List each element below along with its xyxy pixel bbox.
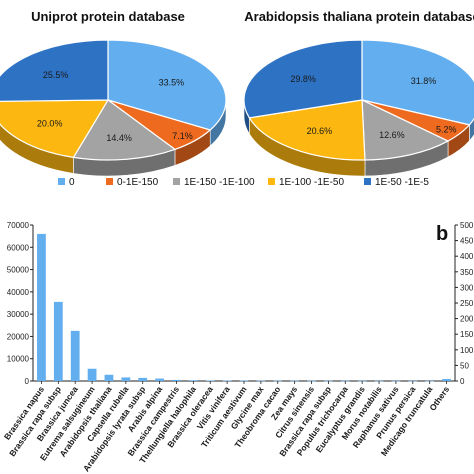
pie-label-3: 12.6%	[379, 130, 405, 140]
legend-label-2: 0-1E-150	[117, 177, 159, 188]
legend: 0 0-1E-150 1E-150 -1E-100 1E-100 -1E-50 1E-5…	[58, 177, 429, 188]
pie-chart-1: 33.5% 7.1% 14.4% 20.0% 25.5% Uniprot protein …	[0, 9, 227, 177]
pie-slice-5	[0, 39, 109, 102]
bar	[53, 301, 63, 381]
bar	[188, 380, 198, 381]
pie-label-4: 20.6%	[307, 126, 333, 136]
legend-swatch-1	[58, 178, 65, 185]
pie-label-1: 31.8%	[411, 76, 437, 86]
y-tick-label: 20000	[7, 332, 30, 341]
pie-label-1: 33.5%	[159, 77, 185, 87]
legend-label-1: 0	[69, 177, 75, 188]
bar-chart: 0 10000 20000 30000 40000 50000 60000 70000 0 50 1…	[2, 221, 474, 473]
y-tick-label: 40000	[7, 288, 30, 297]
pie-slice-1	[361, 39, 474, 126]
pie-slice-4	[0, 99, 110, 159]
right-tick-label: 300	[460, 283, 474, 292]
bar	[256, 380, 266, 382]
legend-label-3: 1E-150 -1E-100	[184, 177, 255, 188]
bar	[205, 380, 215, 382]
pie-slice-5	[243, 39, 363, 119]
right-tick-label: 150	[460, 330, 474, 339]
right-tick-label: 350	[460, 268, 474, 277]
right-tick-label: 500	[460, 221, 474, 230]
legend-label-4: 1E-100 -1E-50	[279, 177, 344, 188]
pie-label-4: 20.0%	[37, 118, 63, 128]
bar	[70, 330, 80, 381]
bar	[239, 380, 249, 382]
bar	[138, 377, 148, 381]
bar	[155, 378, 164, 381]
legend-swatch-4	[268, 178, 275, 185]
pie-label-5: 25.5%	[43, 70, 69, 80]
pie-title-2: Arabidopsis thaliana protein database	[244, 9, 474, 24]
y-tick-label: 60000	[7, 243, 30, 252]
y-tick-label: 30000	[7, 310, 30, 319]
y-tick-label: 50000	[7, 266, 30, 275]
pie-title-1: Uniprot protein database	[31, 9, 185, 24]
legend-swatch-3	[173, 178, 180, 185]
pie-label-2: 5.2%	[436, 125, 457, 135]
pie-slice-3	[361, 99, 450, 161]
panel-label-b: b	[436, 223, 448, 245]
bar	[121, 377, 131, 381]
right-tick-label: 200	[460, 315, 474, 324]
bar	[442, 378, 451, 381]
y-tick-label: 10000	[7, 355, 30, 364]
y-tick-label: 0	[25, 377, 30, 386]
pie-chart-2: 31.8% 5.2% 12.6% 20.6% 29.8% Arabidopsis thal…	[243, 9, 474, 177]
pie-slice-4	[248, 99, 366, 161]
pie-slice-1	[107, 39, 227, 131]
right-tick-label: 0	[460, 377, 465, 386]
right-tick-label: 100	[460, 346, 474, 355]
bar	[172, 379, 181, 381]
bar	[87, 368, 97, 381]
bar	[37, 233, 46, 381]
bar	[104, 374, 114, 381]
right-tick-label: 400	[460, 252, 474, 261]
legend-label-5: 1E-50 -1E-5	[375, 177, 429, 188]
right-tick-label: 50	[460, 361, 469, 370]
y-tick-label: 70000	[7, 221, 30, 230]
pie-label-5: 29.8%	[290, 74, 316, 84]
right-tick-label: 450	[460, 237, 474, 246]
legend-swatch-5	[364, 178, 371, 185]
right-tick-label: 250	[460, 299, 474, 308]
pie-label-3: 14.4%	[106, 133, 132, 143]
bar	[273, 380, 283, 382]
pie-charts: 33.5% 7.1% 14.4% 20.0% 25.5% Uniprot protein …	[0, 9, 474, 177]
bar	[290, 380, 300, 382]
legend-swatch-2	[106, 178, 113, 185]
pie-label-2: 7.1%	[172, 131, 193, 141]
pie-slice-3	[72, 99, 177, 161]
bar	[222, 380, 232, 382]
